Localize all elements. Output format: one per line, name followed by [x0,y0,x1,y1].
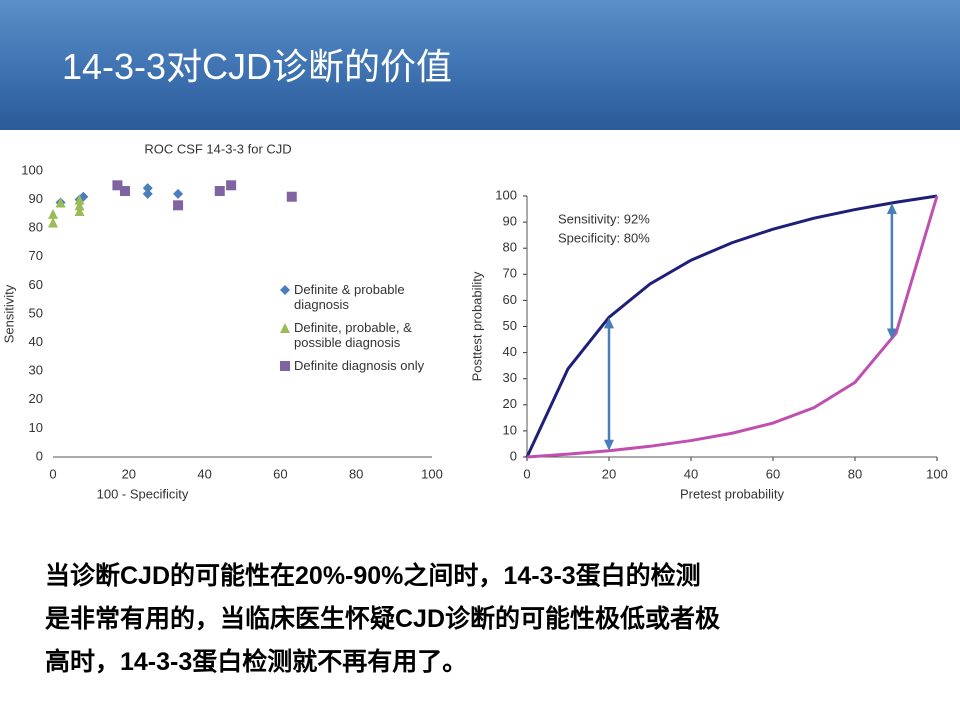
y-tick-label: 100 [495,187,517,202]
y-tick-label: 70 [503,266,517,281]
y-tick-label: 20 [503,396,517,411]
y-tick-label: 20 [29,391,43,406]
x-tick-label: 0 [523,466,530,481]
x-tick-label: 80 [349,466,363,481]
x-tick-label: 20 [602,466,616,481]
annotation: Sensitivity: 92% [558,211,650,226]
y-tick-label: 60 [503,292,517,307]
point [142,183,153,194]
body-line: 高时，14-3-3蛋白检测就不再有用了。 [45,648,468,676]
x-tick-label: 100 [421,466,443,481]
point [173,200,184,211]
x-tick-label: 60 [273,466,287,481]
y-tick-label: 90 [29,191,43,206]
point [226,180,237,191]
x-tick-label: 40 [684,466,698,481]
y-tick-label: 10 [503,422,517,437]
annotation: Specificity: 80% [558,230,650,245]
y-tick-label: 60 [29,277,43,292]
y-tick-label: 0 [510,448,517,463]
y-tick-label: 30 [29,363,43,378]
point [48,217,58,228]
point [55,197,66,208]
y-axis-label: Posttest probability [469,271,484,381]
x-tick-label: 100 [926,466,948,481]
y-tick-label: 40 [503,344,517,359]
y-tick-label: 90 [503,214,517,229]
y-tick-label: 50 [503,318,517,333]
arrow-head [604,439,614,451]
legend-marker [280,323,290,333]
slide-title: 14-3-3对CJD诊断的价值 [62,46,453,87]
legend-marker [280,361,290,371]
x-tick-label: 40 [197,466,211,481]
body-line: 当诊断CJD的可能性在20%-90%之间时，14-3-3蛋白的检测 [45,562,701,590]
line [525,194,938,458]
y-tick-label: 70 [29,248,43,263]
legend-label: Definite & probable diagnosis [294,282,405,312]
header-band [0,0,960,130]
y-tick-label: 80 [503,240,517,255]
y-axis-label: Sensitivity [1,284,16,343]
arrow-head [886,203,897,215]
line [526,195,939,459]
point [74,206,85,217]
legend-marker [280,285,290,295]
arrow-head [604,317,614,329]
body-line: 是非常有用的，当临床医生怀疑CJD诊断的可能性极低或者极 [45,605,721,633]
point [74,200,85,211]
x-axis-label: 100 - Specificity [97,486,189,501]
point [173,188,184,199]
y-tick-label: 50 [29,305,43,320]
x-tick-label: 0 [49,466,56,481]
point [48,208,58,219]
x-tick-label: 20 [122,466,136,481]
x-tick-label: 80 [848,466,862,481]
y-tick-label: 80 [29,220,43,235]
point [120,186,131,197]
body-text: 当诊断CJD的可能性在20%-90%之间时，14-3-3蛋白的检测 是非常有用的… [45,555,720,684]
point [74,194,85,205]
chart-title: ROC CSF 14-3-3 for CJD [144,141,291,156]
legend-label: Definite, probable, & possible diagnosis [294,320,412,350]
point [286,191,297,202]
point [214,186,225,197]
y-tick-label: 10 [29,420,43,435]
x-tick-label: 60 [766,466,780,481]
y-tick-label: 40 [29,334,43,349]
y-tick-label: 30 [503,370,517,385]
y-tick-label: 0 [36,448,43,463]
y-tick-label: 100 [21,162,43,177]
legend-label: Definite diagnosis only [294,358,425,373]
point [142,188,153,199]
x-axis-label: Pretest probability [680,486,785,501]
point [112,180,123,191]
arrow-head [886,328,897,340]
